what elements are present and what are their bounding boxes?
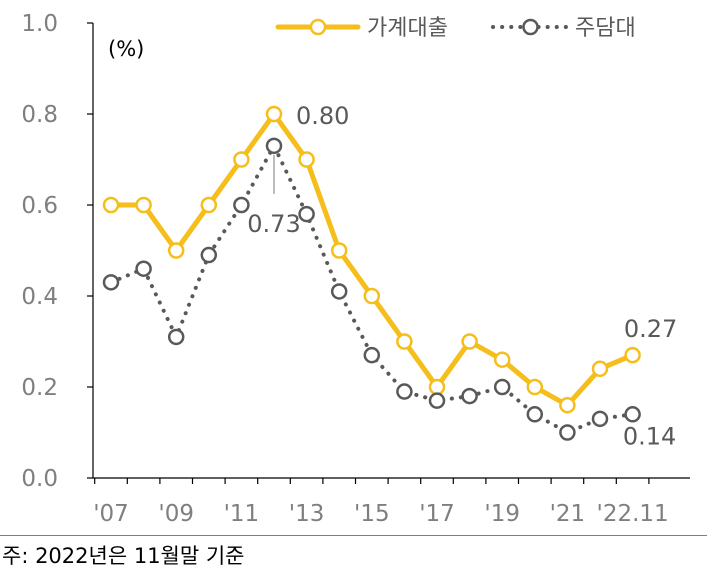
series-1-point [461,333,478,350]
series-1-point [428,378,446,396]
series-layer [102,105,641,441]
series-1-point [233,151,250,168]
legend-label: 주담대 [575,16,636,41]
series-2-point [265,137,283,155]
series-1-point [265,105,283,123]
series-1-point [591,360,609,378]
series-2-point [330,283,348,300]
series-1-point [200,196,218,214]
series-2-point [493,378,511,396]
chart-axes: 0.0 0.2 0.4 0.6 0.8 1.0 '07 '09 '11 '13 '15 '17 '19 '… [21,11,690,527]
series-1-point [396,333,413,350]
series-2-point [461,387,478,405]
series-1-point [330,242,348,259]
series-2-point [167,328,185,346]
y-tick-label: 1.0 [21,11,58,37]
series-1-point [102,196,120,214]
y-tick-label: 0.8 [21,102,58,128]
legend-swatch-marker [309,18,327,36]
data-label: 0.80 [296,102,349,130]
y-tick-label: 0.0 [21,466,58,492]
series-2-point [591,410,609,428]
y-tick-label: 0.4 [21,284,58,310]
x-tick-label: '15 [354,501,390,527]
series-2-point [102,274,120,291]
series-2-point [363,346,381,364]
x-tick-label: '07 [93,501,129,527]
x-tick-label: '21 [550,501,586,527]
series-2-point [396,383,413,400]
footnote-divider [0,535,707,536]
y-tick-label: 0.2 [21,375,58,401]
y-tick-label: 0.6 [21,193,58,219]
series-1-point [493,351,511,368]
series-2-point [298,205,315,223]
x-tick-label: '17 [419,501,455,527]
series-1-point [135,196,152,214]
x-tick-label: '13 [289,501,325,527]
series-2-point [200,246,218,264]
series-1-point [298,151,315,168]
x-tick-label: '11 [224,501,260,527]
series-1-point [526,378,544,396]
annotation-layer: 0.80 0.73 0.27 0.14 [247,102,677,450]
series-1-point [559,396,576,414]
data-label: 0.14 [623,422,676,450]
x-tick-label: '09 [158,501,194,527]
series-2-point [624,406,641,423]
data-label: 0.27 [624,315,677,343]
series-2-point [428,392,446,409]
x-tick-label: '22.11 [597,501,669,527]
series-2-point [233,196,250,214]
series-1-point [624,346,641,364]
legend-label: 가계대출 [367,16,448,41]
legend-swatch-marker [522,18,539,36]
series-1-point [363,287,381,305]
footnote: 주: 2022년은 11월말 기준 [2,544,245,568]
legend: 가계대출 주담대 [275,16,636,41]
series-1-point [167,242,185,259]
series-2-point [526,406,544,423]
series-2-point [559,424,576,441]
unit-label: (%) [108,37,144,61]
data-label: 0.73 [247,210,300,238]
series-2-point [135,260,152,277]
x-tick-label: '19 [484,501,520,527]
